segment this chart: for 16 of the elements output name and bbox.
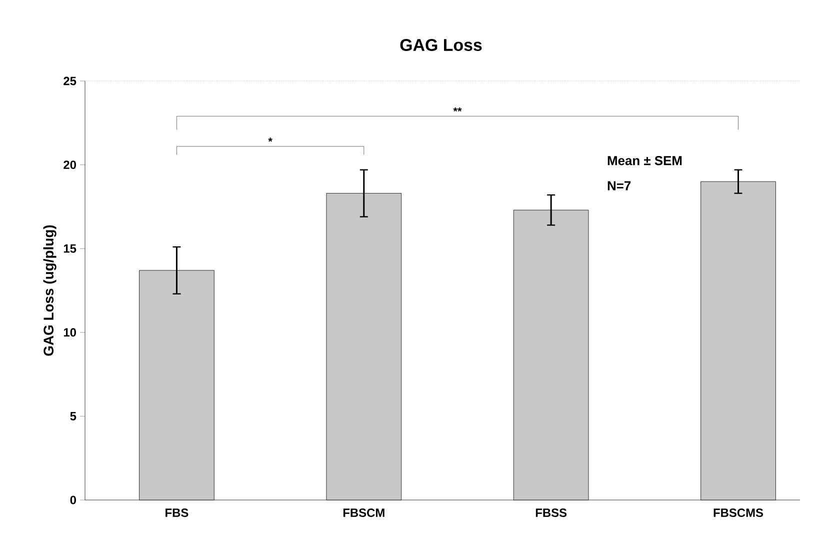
y-tick-label: 15 (64, 244, 76, 253)
x-tick-label: FBS (166, 508, 188, 517)
annotation: * (268, 138, 272, 142)
annotation: ** (453, 107, 462, 112)
y-axis-title: GAG Loss (ug/plug) (43, 225, 56, 356)
y-tick-label: 10 (64, 328, 76, 337)
annotation: Mean ± SEM (608, 156, 682, 166)
y-tick-label: 25 (64, 76, 76, 86)
y-tick-label: 20 (64, 160, 76, 170)
y-tick-label: 0 (70, 496, 76, 504)
y-tick-label: 5 (70, 412, 76, 420)
x-tick-label: FBSCMS (714, 508, 764, 517)
x-tick-label: FBSS (536, 508, 567, 517)
annotation: N=7 (608, 181, 631, 190)
chart-title: GAG Loss (400, 38, 482, 51)
x-tick-label: FBSCM (343, 508, 384, 517)
